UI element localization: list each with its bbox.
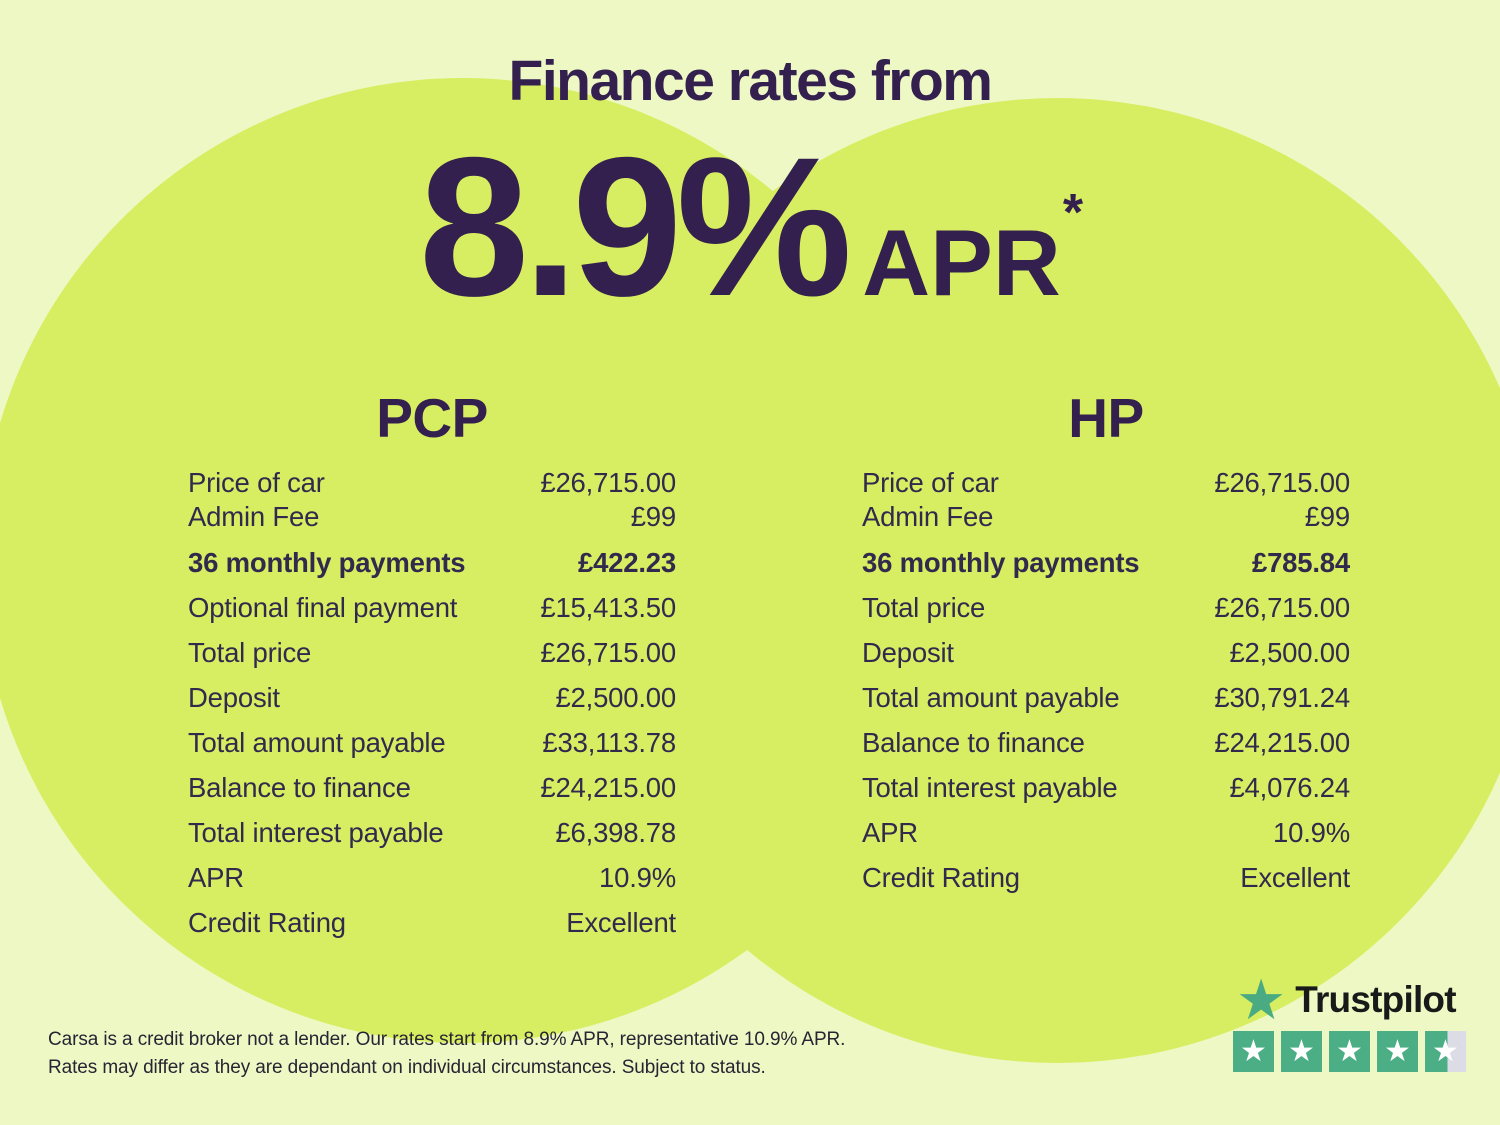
row-value: £33,113.78 bbox=[542, 726, 676, 758]
row-label: Deposit bbox=[862, 636, 954, 668]
finance-row: Balance to finance £24,215.00 bbox=[862, 720, 1350, 765]
row-label: Total price bbox=[188, 636, 312, 668]
finance-row: Deposit £2,500.00 bbox=[862, 630, 1350, 675]
trustpilot-stars: ★ ★ ★ ★ ★ bbox=[1233, 1031, 1466, 1072]
rate-unit: APR* bbox=[862, 187, 1083, 310]
row-label: Credit Rating bbox=[188, 906, 346, 938]
trustpilot-wordmark: Trustpilot bbox=[1295, 979, 1456, 1020]
row-value: £15,413.50 bbox=[540, 591, 676, 623]
row-label: Balance to finance bbox=[862, 726, 1085, 758]
page-title: Finance rates from bbox=[508, 49, 994, 113]
row-value: 10.9% bbox=[599, 861, 676, 893]
finance-row: Total interest payable £4,076.24 bbox=[862, 765, 1350, 810]
finance-row: Credit Rating Excellent bbox=[188, 900, 676, 945]
trustpilot-star-box: ★ bbox=[1377, 1031, 1418, 1072]
row-label: Price of car bbox=[188, 467, 325, 498]
trustpilot-star-box: ★ bbox=[1329, 1031, 1370, 1072]
row-label: 36 monthly payments bbox=[188, 546, 466, 578]
finance-row: Admin Fee £99 bbox=[862, 500, 1350, 534]
row-value: £26,715.00 bbox=[1214, 591, 1350, 623]
finance-row: Deposit £2,500.00 bbox=[188, 675, 676, 720]
finance-row: 36 monthly payments £785.84 bbox=[862, 540, 1350, 585]
row-label: 36 monthly payments bbox=[862, 546, 1140, 578]
row-value: 10.9% bbox=[1273, 816, 1350, 848]
row-value: £422.23 bbox=[577, 546, 676, 578]
row-label: Total amount payable bbox=[188, 726, 446, 758]
row-label: Total interest payable bbox=[188, 816, 444, 848]
finance-row: APR 10.9% bbox=[188, 855, 676, 900]
background-circle-right bbox=[575, 98, 1500, 1063]
disclaimer-line-1: Carsa is a credit broker not a lender. O… bbox=[48, 1029, 846, 1050]
row-label: Total interest payable bbox=[862, 771, 1118, 803]
row-label: APR bbox=[188, 861, 244, 893]
row-label: Total amount payable bbox=[862, 681, 1120, 713]
rate-value: 8.9% bbox=[418, 116, 852, 337]
row-value: £24,215.00 bbox=[540, 771, 676, 803]
finance-row: Total price £26,715.00 bbox=[862, 585, 1350, 630]
row-value: Excellent bbox=[1240, 861, 1350, 893]
pcp-rows: Price of car £26,715.00 Admin Fee £99 36 mon… bbox=[188, 466, 676, 945]
row-value: £4,076.24 bbox=[1229, 771, 1350, 803]
row-label: Admin Fee bbox=[188, 501, 320, 532]
row-label: Admin Fee bbox=[862, 501, 994, 532]
finance-row: Total price £26,715.00 bbox=[188, 630, 676, 675]
disclaimer-line-2: Rates may differ as they are dependant o… bbox=[48, 1057, 766, 1078]
trustpilot-star-box: ★ bbox=[1233, 1031, 1274, 1072]
finance-row: Optional final payment £15,413.50 bbox=[188, 585, 676, 630]
rate-asterisk: * bbox=[1062, 184, 1084, 243]
row-value: £30,791.24 bbox=[1214, 681, 1350, 713]
row-label: Price of car bbox=[862, 467, 999, 498]
finance-row: Total amount payable £30,791.24 bbox=[862, 675, 1350, 720]
hp-heading: HP bbox=[1068, 387, 1144, 449]
row-value: £24,215.00 bbox=[1214, 726, 1350, 758]
row-value: £26,715.00 bbox=[1214, 467, 1350, 498]
trustpilot-star-box: ★ bbox=[1281, 1031, 1322, 1072]
trustpilot-star-icon: ★ bbox=[1236, 968, 1287, 1031]
pcp-column: PCP Price of car £26,715.00 Admin Fee £99 36… bbox=[188, 390, 676, 945]
row-value: £26,715.00 bbox=[540, 467, 676, 498]
trustpilot-star-box-half: ★ bbox=[1425, 1031, 1466, 1072]
row-label: Total price bbox=[862, 591, 986, 623]
row-label: Optional final payment bbox=[188, 591, 458, 623]
finance-row: Balance to finance £24,215.00 bbox=[188, 765, 676, 810]
row-value: £785.84 bbox=[1251, 546, 1350, 578]
trustpilot-logo: ★ Trustpilot bbox=[1236, 968, 1457, 1031]
rate-unit-label: APR bbox=[862, 210, 1061, 315]
row-value: £2,500.00 bbox=[555, 681, 676, 713]
finance-row: 36 monthly payments £422.23 bbox=[188, 540, 676, 585]
row-value: £6,398.78 bbox=[555, 816, 676, 848]
finance-row: Price of car £26,715.00 bbox=[188, 466, 676, 500]
row-value: £26,715.00 bbox=[540, 636, 676, 668]
pcp-heading: PCP bbox=[376, 387, 488, 449]
row-label: Deposit bbox=[188, 681, 280, 713]
finance-row: Total interest payable £6,398.78 bbox=[188, 810, 676, 855]
finance-row: Credit Rating Excellent bbox=[862, 855, 1350, 900]
row-value: Excellent bbox=[566, 906, 676, 938]
legal-disclaimer: Carsa is a credit broker not a lender. O… bbox=[48, 1026, 845, 1082]
row-label: Balance to finance bbox=[188, 771, 411, 803]
row-label: Credit Rating bbox=[862, 861, 1020, 893]
row-value: £2,500.00 bbox=[1229, 636, 1350, 668]
finance-row: Price of car £26,715.00 bbox=[862, 466, 1350, 500]
row-value: £99 bbox=[630, 501, 676, 532]
finance-row: APR 10.9% bbox=[862, 810, 1350, 855]
hp-rows: Price of car £26,715.00 Admin Fee £99 36 mon… bbox=[862, 466, 1350, 900]
finance-row: Admin Fee £99 bbox=[188, 500, 676, 534]
hp-column: HP Price of car £26,715.00 Admin Fee £99 36 … bbox=[862, 390, 1350, 900]
headline-rate: 8.9% APR* bbox=[0, 128, 1500, 326]
row-value: £99 bbox=[1304, 501, 1350, 532]
row-label: APR bbox=[862, 816, 918, 848]
finance-row: Total amount payable £33,113.78 bbox=[188, 720, 676, 765]
